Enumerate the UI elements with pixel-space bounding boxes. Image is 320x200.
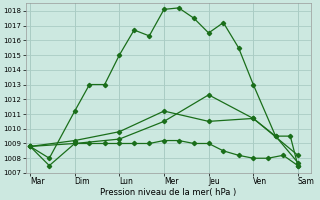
- X-axis label: Pression niveau de la mer( hPa ): Pression niveau de la mer( hPa ): [100, 188, 236, 197]
